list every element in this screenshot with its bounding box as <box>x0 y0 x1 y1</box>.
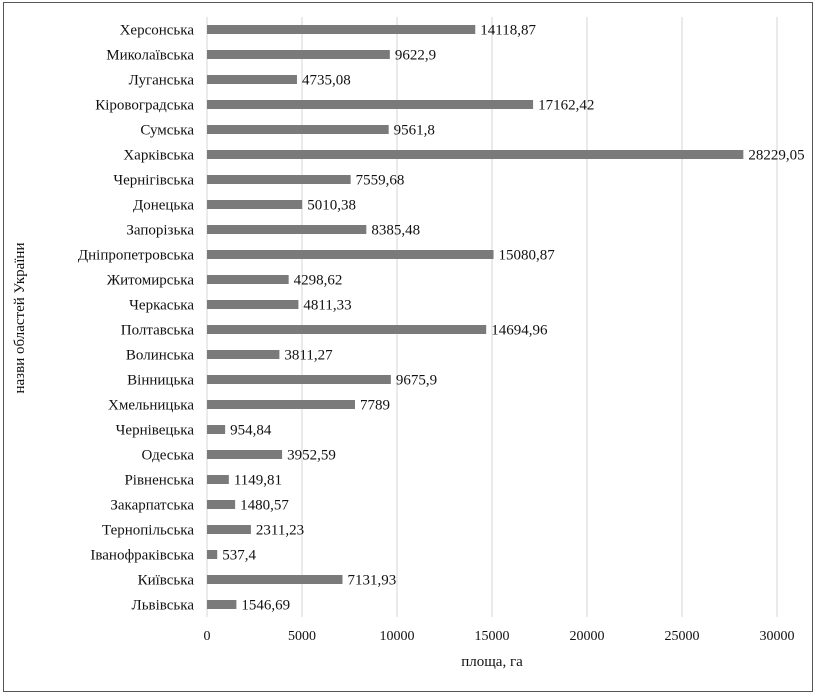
bar <box>207 225 367 234</box>
bar <box>207 300 299 309</box>
category-label: Рівненська <box>124 473 194 489</box>
value-label: 2311,23 <box>256 523 304 539</box>
category-label: Житомирська <box>107 273 195 289</box>
x-tick-label: 15000 <box>475 629 510 644</box>
bar <box>207 575 343 584</box>
gridlines <box>206 17 778 617</box>
bar <box>207 150 744 159</box>
category-label: Донецька <box>133 198 194 214</box>
category-label: Луганська <box>129 73 195 89</box>
category-label: Київська <box>138 573 195 589</box>
value-label: 15080,87 <box>499 248 556 264</box>
x-tick-label: 20000 <box>570 629 605 644</box>
category-label: Тернопільська <box>102 523 194 539</box>
category-label: Харківська <box>123 148 194 164</box>
category-label: Чернігівська <box>113 173 194 189</box>
x-tick-label: 10000 <box>380 629 415 644</box>
value-label: 4811,33 <box>303 298 351 314</box>
bar <box>207 200 303 209</box>
bar <box>207 275 289 284</box>
category-label: Сумська <box>140 123 194 139</box>
value-label: 14694,96 <box>491 323 548 339</box>
bar <box>207 475 229 484</box>
value-label: 7131,93 <box>348 573 397 589</box>
category-label: Львівська <box>132 598 195 614</box>
bar <box>207 600 237 609</box>
category-label: Хмельницька <box>108 398 194 414</box>
bar <box>207 250 494 259</box>
chart-frame <box>3 2 813 692</box>
value-label: 7559,68 <box>356 173 405 189</box>
bar <box>207 425 226 434</box>
category-label: Запорізька <box>126 223 194 239</box>
bar <box>207 350 280 359</box>
category-label: Волинська <box>126 348 194 364</box>
x-tick-labels: 0 5000 10000 15000 20000 25000 30000 <box>204 629 795 644</box>
category-label: Кіровоградська <box>95 98 194 114</box>
y-axis-title: назви областей України <box>12 243 28 394</box>
category-label: Закарпатська <box>110 498 194 514</box>
value-label: 17162,42 <box>538 98 594 114</box>
value-label: 14118,87 <box>480 23 536 39</box>
category-label: Іванофраківська <box>90 548 194 564</box>
value-label: 9622,9 <box>395 48 436 64</box>
bar <box>207 50 390 59</box>
bar <box>207 125 389 134</box>
value-label: 7789 <box>360 398 390 414</box>
category-label: Одеська <box>141 448 194 464</box>
value-label: 1149,81 <box>234 473 282 489</box>
bar <box>207 75 297 84</box>
x-tick-label: 25000 <box>665 629 700 644</box>
value-label: 4735,08 <box>302 73 351 89</box>
value-label: 8385,48 <box>371 223 420 239</box>
bar <box>207 375 391 384</box>
category-label: Миколаївська <box>106 48 194 64</box>
x-tick-label: 0 <box>204 629 211 644</box>
bar <box>207 500 236 509</box>
bars <box>207 25 744 609</box>
bar <box>207 525 251 534</box>
value-label: 4298,62 <box>294 273 343 289</box>
value-label: 3811,27 <box>284 348 333 364</box>
bar <box>207 175 351 184</box>
bar <box>207 325 487 334</box>
value-label: 9561,8 <box>394 123 435 139</box>
x-tick-label: 5000 <box>288 629 316 644</box>
value-label: 3952,59 <box>287 448 336 464</box>
category-label: Черкаська <box>129 298 194 314</box>
value-label: 1546,69 <box>241 598 290 614</box>
category-label: Вінницька <box>127 373 194 389</box>
category-label: Дніпропетровська <box>78 248 194 264</box>
category-label: Херсонська <box>120 23 195 39</box>
category-labels: Херсонська Миколаївська Луганська Кіровогра… <box>78 23 194 614</box>
value-label: 9675,9 <box>396 373 437 389</box>
bar <box>207 100 534 109</box>
x-tick-label: 30000 <box>760 629 795 644</box>
bar <box>207 400 355 409</box>
bar <box>207 550 218 559</box>
x-axis-title: площа, га <box>461 654 523 670</box>
value-label: 537,4 <box>222 548 256 564</box>
value-label: 28229,05 <box>748 148 804 164</box>
value-label: 954,84 <box>230 423 272 439</box>
bar <box>207 25 476 34</box>
category-label: Чернівецька <box>116 423 195 439</box>
bar <box>207 450 283 459</box>
value-labels: 14118,87 9622,9 4735,08 17162,42 9561,8 28229… <box>222 23 804 614</box>
value-label: 1480,57 <box>240 498 289 514</box>
category-label: Полтавська <box>121 323 195 339</box>
value-label: 5010,38 <box>307 198 356 214</box>
